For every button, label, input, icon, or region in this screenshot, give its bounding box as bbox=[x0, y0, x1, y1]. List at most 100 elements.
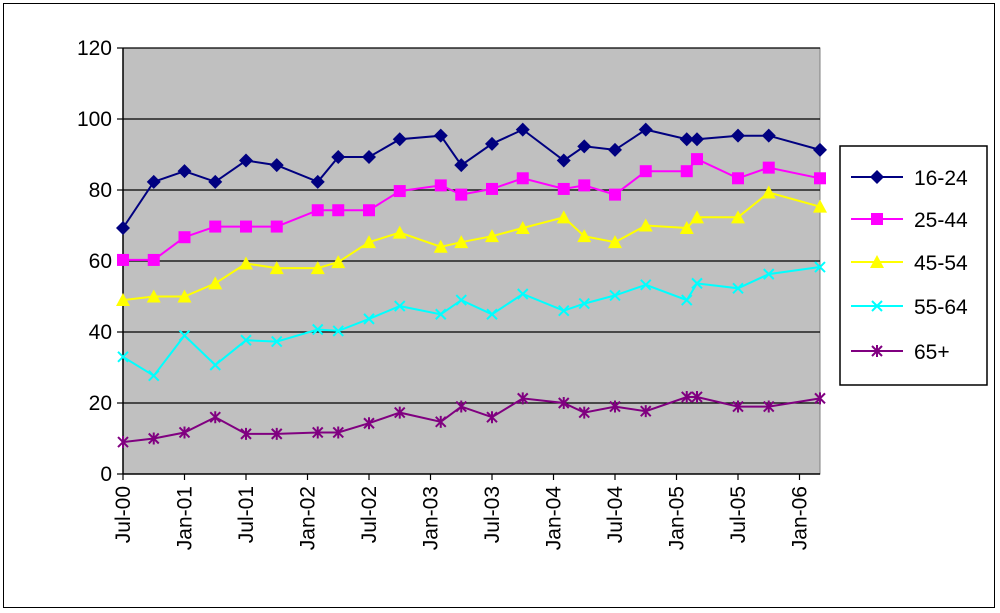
data-point bbox=[691, 390, 703, 403]
data-point bbox=[690, 210, 704, 224]
data-point bbox=[239, 153, 253, 168]
y-tick-label: 100 bbox=[77, 108, 112, 131]
data-point bbox=[558, 304, 570, 317]
data-point bbox=[681, 390, 693, 403]
data-point bbox=[148, 369, 160, 382]
data-point bbox=[363, 313, 375, 325]
data-point bbox=[690, 132, 704, 147]
data-point bbox=[116, 220, 130, 235]
data-point bbox=[209, 359, 221, 371]
data-point bbox=[392, 132, 407, 147]
data-point bbox=[681, 294, 693, 306]
data-point bbox=[433, 128, 448, 143]
data-point bbox=[271, 427, 283, 440]
data-point bbox=[486, 308, 498, 320]
data-point bbox=[177, 289, 192, 303]
y-tick-label: 0 bbox=[100, 463, 112, 486]
data-point bbox=[363, 204, 375, 217]
data-point bbox=[271, 335, 283, 348]
x-tick-label: Jan-05 bbox=[666, 486, 689, 550]
data-point bbox=[558, 397, 570, 409]
data-point bbox=[609, 289, 621, 302]
data-point bbox=[679, 132, 694, 147]
data-point bbox=[270, 220, 283, 233]
data-point bbox=[731, 128, 745, 143]
data-point bbox=[178, 329, 191, 342]
y-tick-label: 40 bbox=[89, 321, 112, 344]
data-point bbox=[209, 411, 221, 424]
legend-marker bbox=[871, 345, 883, 357]
data-point bbox=[332, 426, 344, 439]
x-tick-label: Jan-03 bbox=[420, 486, 443, 550]
data-point bbox=[578, 179, 591, 192]
x-tick-label: Jul-04 bbox=[604, 486, 627, 544]
data-point bbox=[209, 220, 222, 233]
legend-marker bbox=[871, 213, 883, 225]
data-point bbox=[146, 289, 161, 303]
data-point bbox=[609, 400, 621, 413]
data-point bbox=[557, 182, 570, 195]
data-point bbox=[146, 174, 161, 189]
legend-marker bbox=[870, 170, 884, 184]
data-point bbox=[731, 210, 745, 224]
data-point bbox=[312, 323, 324, 336]
data-point bbox=[609, 188, 621, 201]
x-tick-label: Jul-01 bbox=[235, 486, 258, 543]
data-point bbox=[239, 256, 253, 270]
data-point bbox=[814, 172, 826, 185]
y-tick-label: 80 bbox=[89, 179, 112, 202]
legend: 16-24 25-44 45-54 55-64 65+ bbox=[839, 145, 988, 386]
legend-box bbox=[839, 145, 988, 386]
data-point bbox=[332, 325, 344, 337]
data-point bbox=[208, 276, 223, 290]
data-point bbox=[577, 139, 592, 154]
data-point bbox=[640, 279, 652, 291]
data-point bbox=[392, 225, 407, 239]
data-point bbox=[178, 231, 191, 244]
data-point bbox=[485, 136, 499, 151]
data-point bbox=[240, 427, 252, 440]
data-point bbox=[639, 165, 652, 178]
legend-marker bbox=[871, 300, 883, 312]
data-point bbox=[578, 406, 590, 419]
data-point bbox=[117, 351, 129, 363]
data-point bbox=[486, 182, 498, 195]
data-point bbox=[269, 158, 284, 173]
data-point bbox=[393, 185, 406, 198]
y-tick-label: 60 bbox=[89, 250, 112, 273]
data-point bbox=[813, 142, 827, 157]
x-tick-label: Jan-01 bbox=[174, 486, 197, 550]
data-point bbox=[177, 164, 192, 179]
data-point bbox=[394, 300, 406, 312]
data-point bbox=[640, 405, 652, 418]
gridlines bbox=[123, 47, 820, 404]
data-point bbox=[454, 235, 469, 249]
data-point bbox=[556, 210, 571, 224]
data-point bbox=[362, 149, 376, 164]
data-point bbox=[691, 153, 703, 166]
x-tick-label: Jan-02 bbox=[297, 486, 320, 550]
data-point bbox=[362, 235, 376, 249]
data-point bbox=[732, 400, 744, 413]
data-point bbox=[485, 229, 499, 243]
x-tick-label: Jul-03 bbox=[481, 486, 504, 543]
series-45-54 bbox=[116, 185, 827, 307]
data-point bbox=[394, 406, 406, 419]
legend-label: 16-24 bbox=[914, 167, 968, 190]
data-point bbox=[310, 174, 325, 189]
x-tick-label: Jul-00 bbox=[112, 486, 135, 543]
series-65+ bbox=[117, 390, 826, 449]
data-point bbox=[240, 334, 252, 346]
data-point bbox=[331, 149, 346, 164]
legend-label: 55-64 bbox=[914, 296, 968, 319]
data-point bbox=[516, 172, 529, 185]
data-point bbox=[763, 400, 775, 413]
y-tick-label: 20 bbox=[89, 392, 112, 415]
data-point bbox=[455, 188, 468, 201]
y-tick-label: 120 bbox=[77, 37, 112, 60]
x-tick-label: Jan-06 bbox=[789, 486, 812, 550]
data-point bbox=[813, 199, 827, 213]
data-point bbox=[208, 174, 223, 189]
series-16-24 bbox=[116, 122, 827, 235]
